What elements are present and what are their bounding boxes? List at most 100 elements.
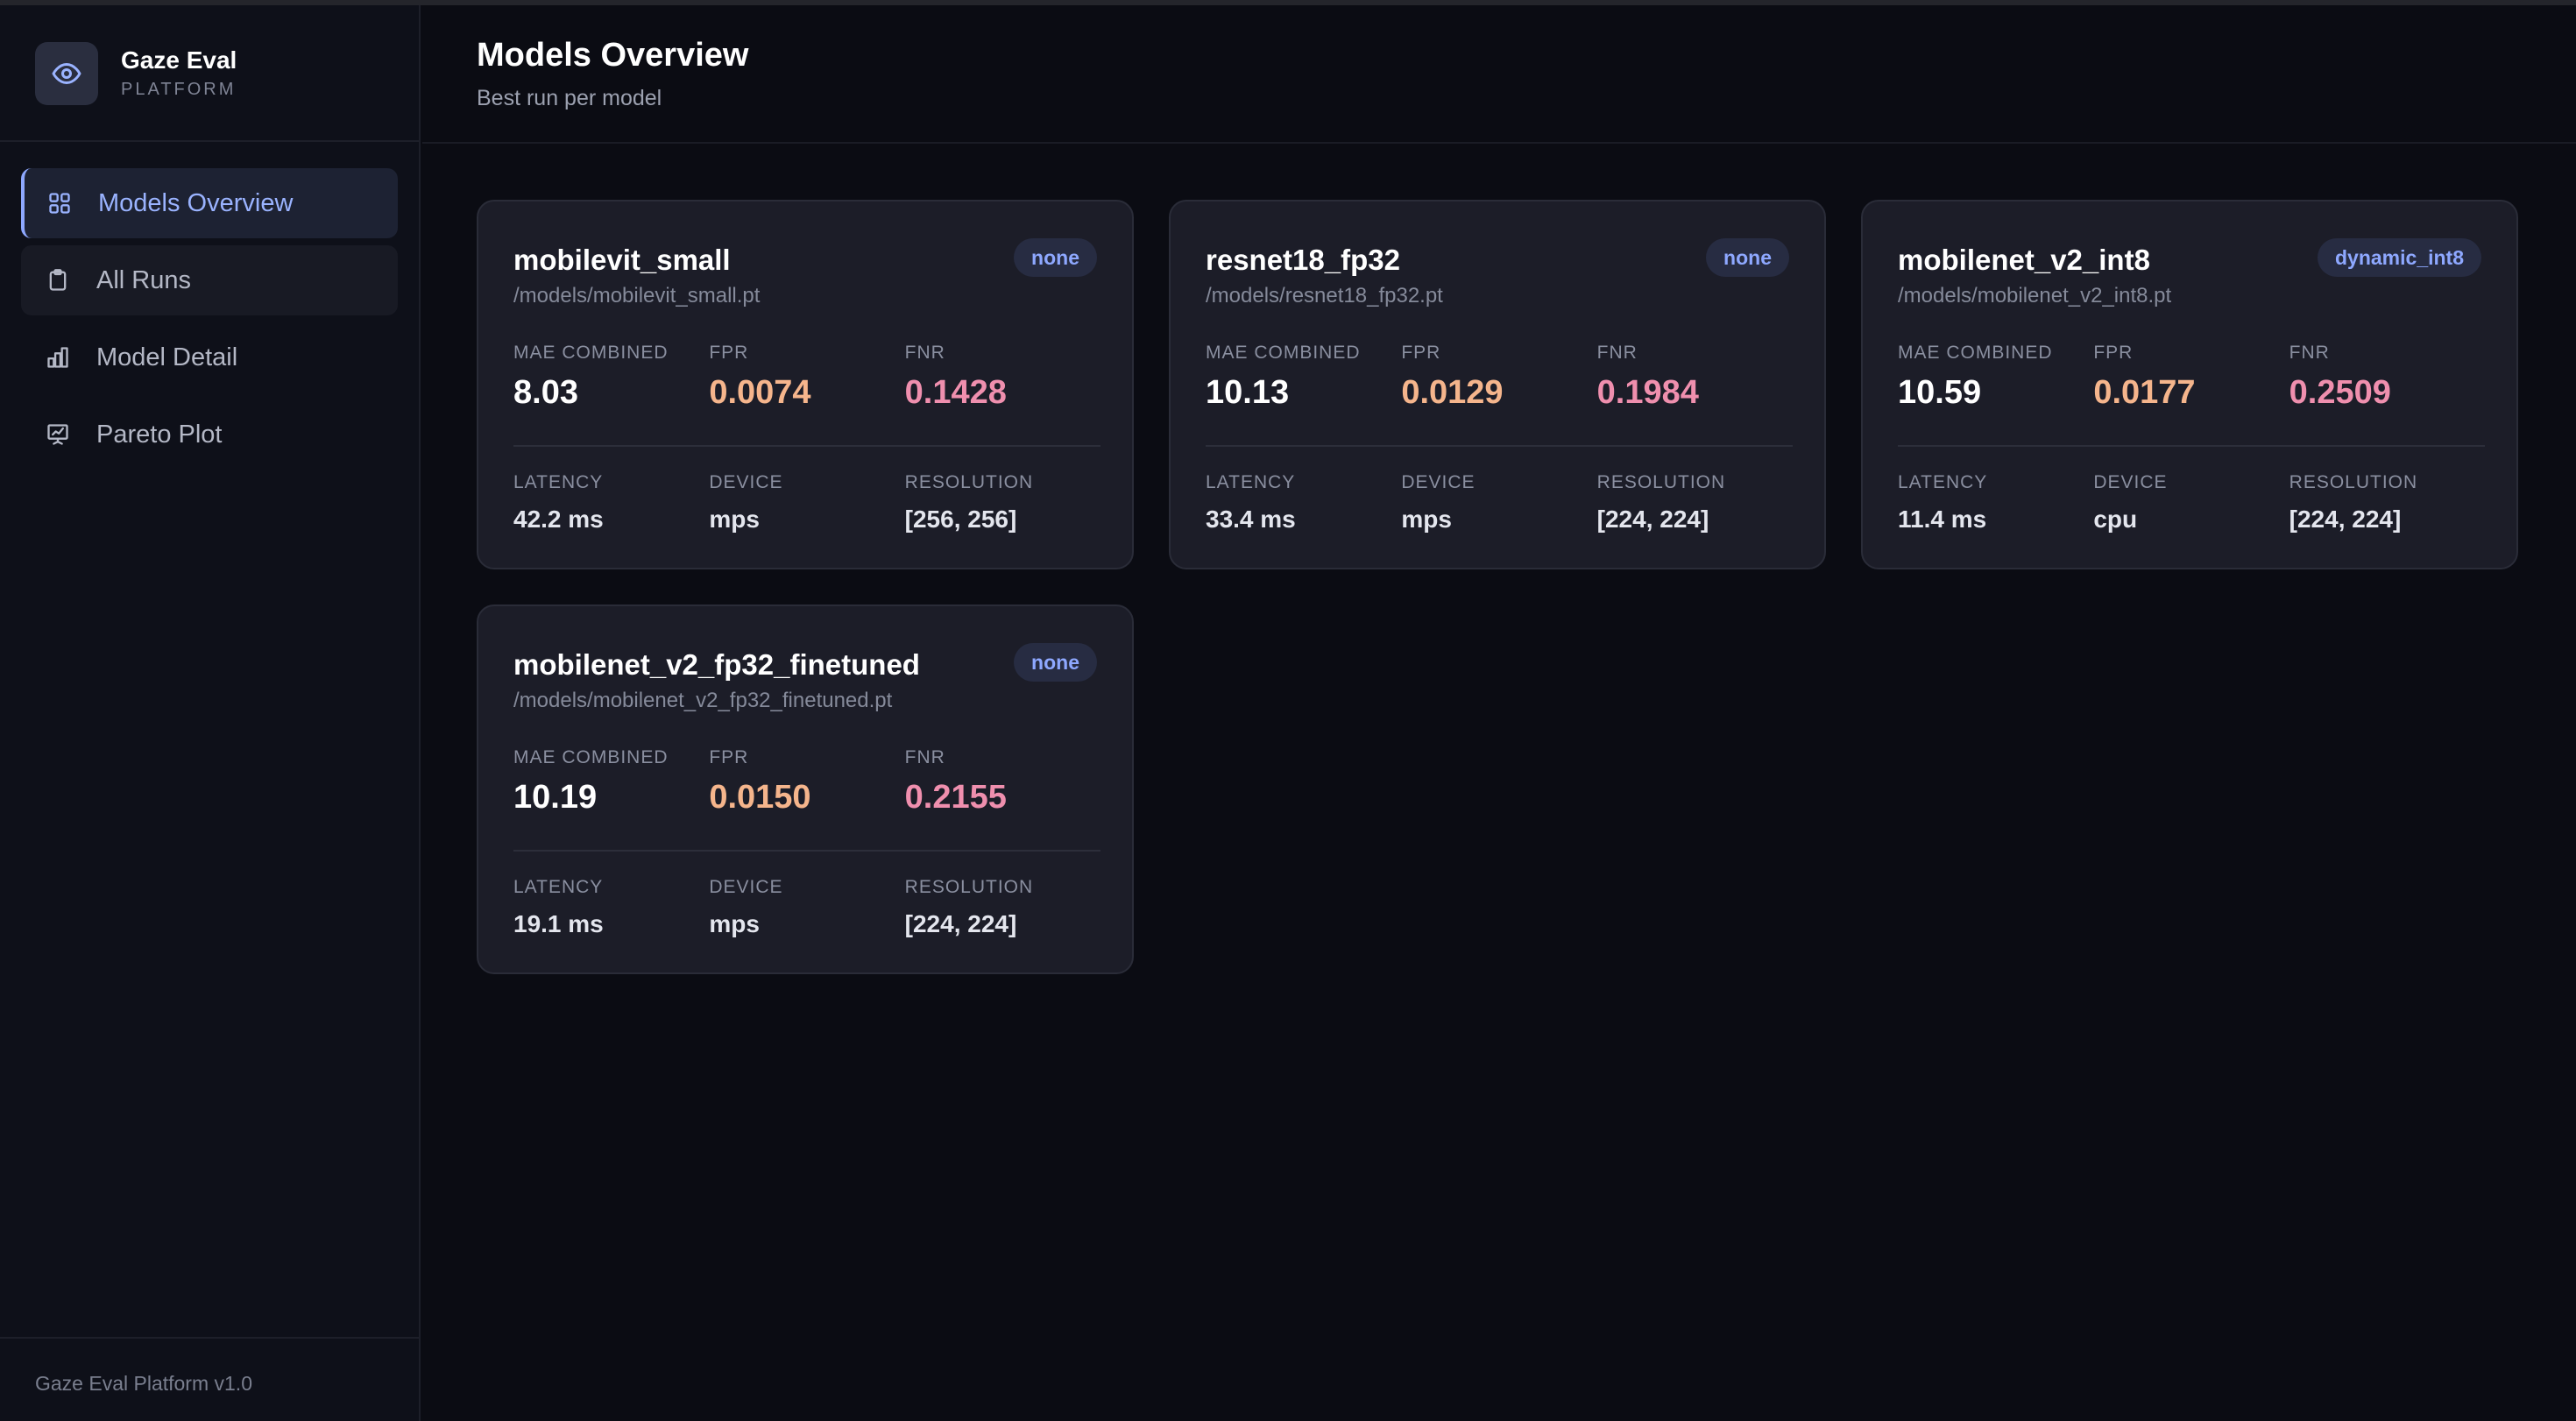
mae-value: 10.19 — [513, 779, 598, 816]
sidebar-item-label: Pareto Plot — [96, 420, 223, 449]
model-card[interactable]: mobilenet_v2_fp32_finetuned /models/mobi… — [477, 604, 1134, 974]
page-header: Models Overview Best run per model — [422, 5, 2576, 144]
metrics-row: MAE COMBINED 10.59 FPR 0.0177 FNR 0.2509 — [1898, 342, 2485, 412]
latency-value: 42.2 ms — [513, 505, 604, 533]
fpr-value: 0.0074 — [709, 374, 811, 411]
device-value: mps — [1401, 505, 1452, 533]
fpr-value: 0.0177 — [2093, 374, 2196, 411]
model-card[interactable]: mobilenet_v2_int8 /models/mobilenet_v2_i… — [1861, 200, 2518, 569]
mae-value: 10.13 — [1206, 374, 1290, 411]
latency-value: 11.4 ms — [1898, 505, 1987, 533]
sidebar: Gaze Eval PLATFORM Models Overview All R… — [0, 5, 421, 1421]
device-label: DEVICE — [2093, 472, 2168, 492]
device-value: mps — [709, 910, 760, 937]
grid-icon — [46, 189, 74, 217]
card-divider — [1898, 445, 2485, 447]
model-path: /models/mobilenet_v2_fp32_finetuned.pt — [513, 689, 893, 712]
page-title: Models Overview — [477, 37, 749, 74]
device-label: DEVICE — [709, 877, 783, 897]
sidebar-item-label: Model Detail — [96, 343, 238, 371]
bar-chart-icon — [44, 343, 72, 371]
fpr-label: FPR — [1401, 343, 1441, 363]
fnr-value: 0.1984 — [1596, 374, 1699, 411]
fnr-label: FNR — [904, 747, 945, 767]
window-top-border — [0, 0, 2576, 5]
device-value: cpu — [2093, 505, 2138, 533]
details-row: LATENCY 42.2 ms DEVICE mps RESOLUTION [256,… — [513, 471, 1100, 534]
brand[interactable]: Gaze Eval PLATFORM — [35, 40, 237, 107]
card-divider — [513, 850, 1100, 852]
fpr-label: FPR — [709, 343, 749, 363]
quantization-badge: none — [1014, 238, 1097, 277]
resolution-value: [256, 256] — [904, 505, 1017, 533]
sidebar-item-label: All Runs — [96, 265, 191, 294]
sidebar-divider — [0, 140, 419, 142]
resolution-value: [224, 224] — [1596, 505, 1709, 533]
mae-value: 8.03 — [513, 374, 578, 411]
quantization-badge: none — [1014, 643, 1097, 682]
details-row: LATENCY 19.1 ms DEVICE mps RESOLUTION [224,… — [513, 876, 1100, 939]
sidebar-nav: Models Overview All Runs Model Detail — [21, 168, 398, 477]
details-row: LATENCY 33.4 ms DEVICE mps RESOLUTION [224,… — [1206, 471, 1793, 534]
sidebar-footer-divider — [0, 1337, 419, 1339]
sidebar-item-model-detail[interactable]: Model Detail — [21, 322, 398, 392]
fnr-value: 0.2509 — [2289, 374, 2391, 411]
brand-subtitle: PLATFORM — [121, 80, 237, 99]
version-footer: Gaze Eval Platform v1.0 — [35, 1372, 252, 1395]
clipboard-icon — [44, 266, 72, 294]
card-divider — [1206, 445, 1793, 447]
model-name: resnet18_fp32 — [1206, 244, 1400, 276]
mae-value: 10.59 — [1898, 374, 1982, 411]
fnr-value: 0.2155 — [904, 779, 1007, 816]
sidebar-item-all-runs[interactable]: All Runs — [21, 245, 398, 315]
metrics-row: MAE COMBINED 8.03 FPR 0.0074 FNR 0.1428 — [513, 342, 1100, 412]
latency-value: 33.4 ms — [1206, 505, 1296, 533]
sidebar-item-label: Models Overview — [98, 188, 294, 217]
resolution-label: RESOLUTION — [904, 472, 1034, 492]
model-path: /models/mobilenet_v2_int8.pt — [1898, 284, 2172, 308]
device-label: DEVICE — [1401, 472, 1476, 492]
model-card[interactable]: resnet18_fp32 /models/resnet18_fp32.pt n… — [1169, 200, 1826, 569]
device-value: mps — [709, 505, 760, 533]
latency-value: 19.1 ms — [513, 910, 604, 937]
latency-label: LATENCY — [513, 472, 604, 492]
quantization-badge: dynamic_int8 — [2318, 238, 2481, 277]
details-row: LATENCY 11.4 ms DEVICE cpu RESOLUTION [224,… — [1898, 471, 2485, 534]
model-card[interactable]: mobilevit_small /models/mobilevit_small.… — [477, 200, 1134, 569]
fnr-label: FNR — [904, 343, 945, 363]
card-divider — [513, 445, 1100, 447]
latency-label: LATENCY — [513, 877, 604, 897]
brand-name: Gaze Eval — [121, 46, 237, 74]
mae-label: MAE COMBINED — [1898, 343, 2053, 363]
mae-label: MAE COMBINED — [513, 747, 669, 767]
resolution-label: RESOLUTION — [2289, 472, 2418, 492]
page-subtitle: Best run per model — [477, 86, 662, 110]
resolution-label: RESOLUTION — [1596, 472, 1726, 492]
eye-icon — [35, 42, 98, 105]
resolution-value: [224, 224] — [904, 910, 1017, 937]
latency-label: LATENCY — [1898, 472, 1988, 492]
fnr-label: FNR — [2289, 343, 2330, 363]
metrics-row: MAE COMBINED 10.19 FPR 0.0150 FNR 0.2155 — [513, 746, 1100, 817]
fpr-label: FPR — [709, 747, 749, 767]
model-name: mobilenet_v2_fp32_finetuned — [513, 648, 920, 681]
resolution-value: [224, 224] — [2289, 505, 2402, 533]
quantization-badge: none — [1706, 238, 1789, 277]
model-path: /models/resnet18_fp32.pt — [1206, 284, 1443, 308]
model-name: mobilevit_small — [513, 244, 731, 276]
metrics-row: MAE COMBINED 10.13 FPR 0.0129 FNR 0.1984 — [1206, 342, 1793, 412]
fpr-value: 0.0129 — [1401, 374, 1504, 411]
model-name: mobilenet_v2_int8 — [1898, 244, 2150, 276]
mae-label: MAE COMBINED — [513, 343, 669, 363]
resolution-label: RESOLUTION — [904, 877, 1034, 897]
sidebar-item-pareto-plot[interactable]: Pareto Plot — [21, 399, 398, 470]
fpr-label: FPR — [2093, 343, 2134, 363]
sidebar-item-models-overview[interactable]: Models Overview — [21, 168, 398, 238]
fnr-label: FNR — [1596, 343, 1638, 363]
fpr-value: 0.0150 — [709, 779, 811, 816]
mae-label: MAE COMBINED — [1206, 343, 1361, 363]
device-label: DEVICE — [709, 472, 783, 492]
fnr-value: 0.1428 — [904, 374, 1007, 411]
model-path: /models/mobilevit_small.pt — [513, 284, 761, 308]
latency-label: LATENCY — [1206, 472, 1296, 492]
